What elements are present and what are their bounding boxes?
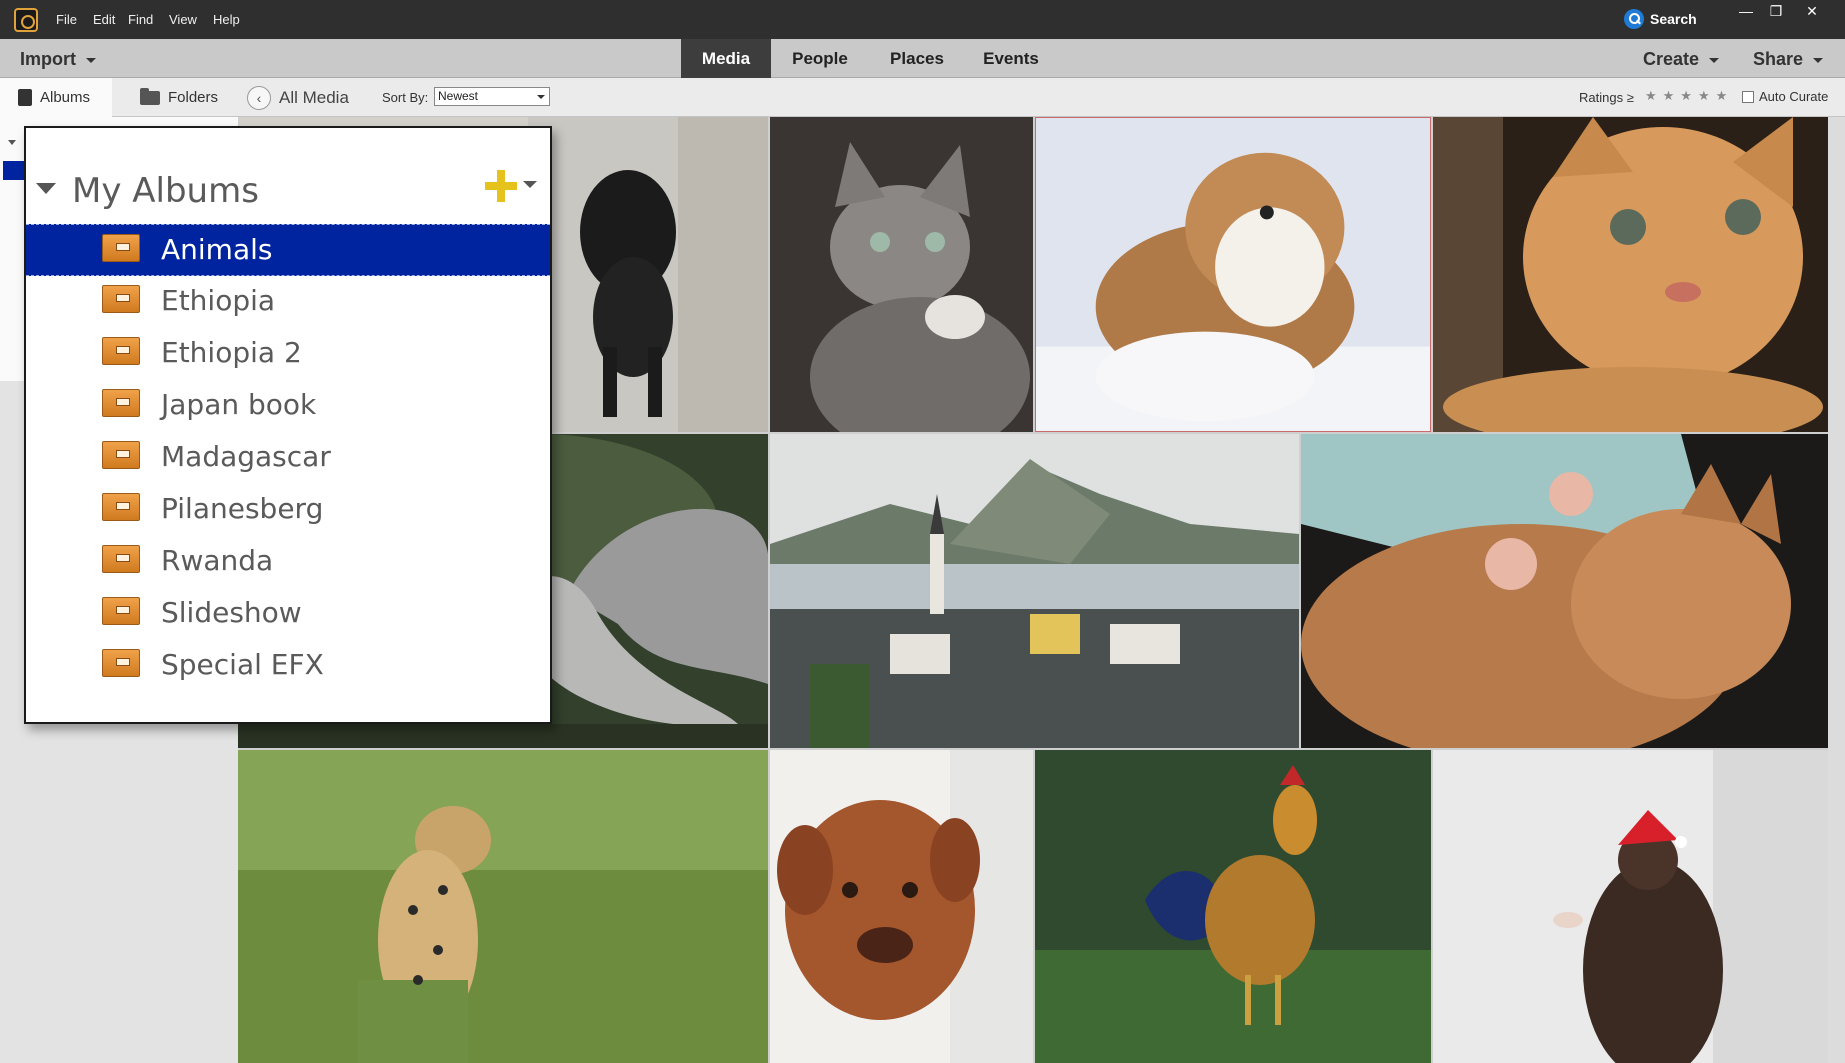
album-item-slideshow[interactable]: Slideshow xyxy=(26,588,550,640)
selected-album-marker xyxy=(3,161,25,180)
album-label: Slideshow xyxy=(161,596,302,629)
ratings-stars[interactable]: ★★★★★ xyxy=(1645,88,1734,103)
album-item-animals[interactable]: Animals xyxy=(26,224,550,276)
minimize-button[interactable]: — xyxy=(1739,3,1753,19)
media-toolbar: Albums Folders ‹ All Media Sort By: Newe… xyxy=(0,78,1845,117)
menu-help[interactable]: Help xyxy=(213,12,240,27)
album-item-japan-book[interactable]: Japan book xyxy=(26,380,550,432)
album-label: Animals xyxy=(161,233,273,266)
add-album-icon[interactable] xyxy=(485,170,517,202)
photo-hallstatt-village[interactable] xyxy=(770,434,1299,748)
search-icon xyxy=(1624,9,1644,29)
album-icon xyxy=(102,545,140,573)
album-icon xyxy=(102,389,140,417)
tab-events[interactable]: Events xyxy=(983,49,1039,68)
tab-people[interactable]: People xyxy=(792,49,848,68)
photo-brown-dog[interactable] xyxy=(770,750,1033,1063)
tab-folders[interactable]: Folders xyxy=(122,78,234,117)
photo-grey-kitten[interactable] xyxy=(770,117,1033,432)
album-label: Ethiopia xyxy=(161,284,276,317)
album-item-rwanda[interactable]: Rwanda xyxy=(26,536,550,588)
album-item-ethiopia[interactable]: Ethiopia xyxy=(26,276,550,328)
all-media-label: All Media xyxy=(279,88,349,107)
menu-find[interactable]: Find xyxy=(128,12,154,27)
chevron-down-icon xyxy=(1813,57,1824,63)
chevron-down-icon xyxy=(1709,57,1720,63)
album-label: Pilanesberg xyxy=(161,492,324,525)
my-albums-title: My Albums xyxy=(72,171,259,211)
tab-media[interactable]: Media xyxy=(681,39,771,78)
album-label: Rwanda xyxy=(161,544,274,577)
album-label: Ethiopia 2 xyxy=(161,336,302,369)
folder-icon xyxy=(140,87,160,105)
tab-places[interactable]: Places xyxy=(890,49,944,68)
share-button[interactable]: Share xyxy=(1753,49,1824,70)
app-logo-icon xyxy=(14,8,38,32)
main-navbar: Import Media People Places Events Create… xyxy=(0,39,1845,78)
album-icon xyxy=(102,337,140,365)
import-button[interactable]: Import xyxy=(20,49,96,70)
album-item-pilanesberg[interactable]: Pilanesberg xyxy=(26,484,550,536)
maximize-button[interactable]: ❐ xyxy=(1769,3,1783,19)
share-label: Share xyxy=(1753,49,1804,69)
album-icon xyxy=(102,285,140,313)
create-button[interactable]: Create xyxy=(1643,49,1720,70)
photo-shih-tzu-snow[interactable] xyxy=(1035,117,1431,432)
my-albums-header: My Albums xyxy=(26,128,550,224)
album-label: Madagascar xyxy=(161,440,331,473)
search-label: Search xyxy=(1650,11,1697,27)
album-item-ethiopia-2[interactable]: Ethiopia 2 xyxy=(26,328,550,380)
import-label: Import xyxy=(20,49,76,69)
photo-rooster[interactable] xyxy=(1035,750,1431,1063)
tab-albums[interactable]: Albums xyxy=(0,78,112,117)
album-label: Japan book xyxy=(161,388,317,421)
sort-by-label: Sort By: xyxy=(382,90,429,105)
album-icon xyxy=(102,649,140,677)
collapse-icon[interactable] xyxy=(8,140,16,145)
album-item-special-efx[interactable]: Special EFX xyxy=(26,640,550,692)
chevron-down-icon[interactable] xyxy=(523,181,537,188)
menu-file[interactable]: File xyxy=(56,12,77,27)
auto-curate-toggle[interactable]: Auto Curate xyxy=(1742,89,1828,104)
ratings-label: Ratings ≥ xyxy=(1579,90,1634,105)
auto-curate-label: Auto Curate xyxy=(1759,89,1829,104)
menu-edit[interactable]: Edit xyxy=(93,12,116,27)
folders-tab-label: Folders xyxy=(168,89,219,106)
chevron-down-icon xyxy=(86,57,96,63)
menu-view[interactable]: View xyxy=(169,12,197,27)
album-icon xyxy=(102,234,140,262)
albums-tab-label: Albums xyxy=(40,89,91,106)
album-item-madagascar[interactable]: Madagascar xyxy=(26,432,550,484)
sort-select[interactable]: Newest xyxy=(434,87,550,106)
album-icon xyxy=(102,441,140,469)
my-albums-popup: My Albums Animals Ethiopia Ethiopia 2 Ja… xyxy=(24,126,552,724)
photo-sleeping-tabby-cat[interactable] xyxy=(1301,434,1828,748)
photo-orange-cat[interactable] xyxy=(1433,117,1828,432)
create-label: Create xyxy=(1643,49,1700,69)
collapse-triangle-icon[interactable] xyxy=(36,183,56,194)
albums-icon xyxy=(18,89,32,106)
auto-curate-checkbox[interactable] xyxy=(1742,90,1754,103)
photo-cheetah[interactable] xyxy=(238,750,768,1063)
search-button[interactable]: Search xyxy=(1624,8,1697,30)
back-button[interactable]: ‹ xyxy=(247,86,271,110)
title-menu-bar: File Edit Find View Help Search — ❐ ✕ xyxy=(0,0,1845,39)
album-icon xyxy=(102,493,140,521)
album-icon xyxy=(102,597,140,625)
photo-woman-in-snow[interactable] xyxy=(1433,750,1828,1063)
album-label: Special EFX xyxy=(161,648,324,681)
close-button[interactable]: ✕ xyxy=(1806,3,1818,19)
